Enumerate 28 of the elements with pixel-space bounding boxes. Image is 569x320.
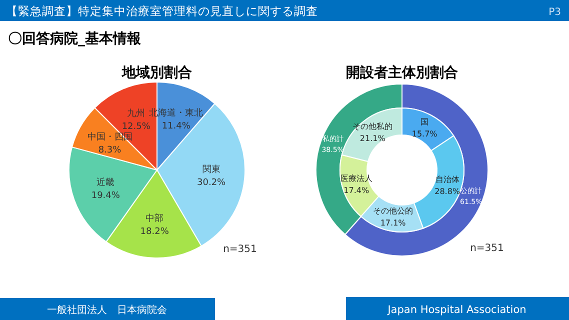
text: 【緊急調査】特定集中治療室管理料の見直しに関する調査 (6, 4, 318, 18)
data-label: 18.2% (140, 227, 170, 238)
slice-label: 関東 (202, 164, 220, 175)
data-label: 19.4% (91, 191, 120, 202)
slice-label: 近畿 (96, 177, 115, 188)
data-label: 11.4% (162, 122, 191, 132)
data-label: 15.7% (412, 130, 438, 139)
slice-label: その他公的 (373, 206, 414, 216)
slice-label: 自治体 (435, 174, 460, 184)
slice-label: 国 (420, 118, 429, 127)
data-label: 28.8% (434, 186, 460, 196)
data-label: 17.4% (344, 186, 370, 195)
slice-label: 九州 (127, 108, 146, 120)
data-label: 8.3% (98, 145, 122, 156)
slice-label: 中部 (146, 213, 164, 224)
text: Japan Hospital Association (386, 304, 526, 316)
text: n=351 (223, 244, 257, 255)
data-label: 17.1% (380, 218, 406, 228)
text: n=351 (470, 243, 504, 254)
data-label: 21.1% (360, 134, 386, 144)
chart-title: 地域別割合 (121, 64, 192, 81)
data-label: 30.2% (197, 178, 226, 188)
slice-label: 医療法人 (340, 174, 372, 183)
data-label: 12.5% (122, 122, 151, 132)
chart-title: 開設者主体別割合 (346, 64, 458, 81)
text: 〇回答病院_基本情報 (8, 30, 142, 47)
text: 一般社団法人 日本病院会 (47, 304, 167, 316)
text: P3 (548, 7, 561, 18)
